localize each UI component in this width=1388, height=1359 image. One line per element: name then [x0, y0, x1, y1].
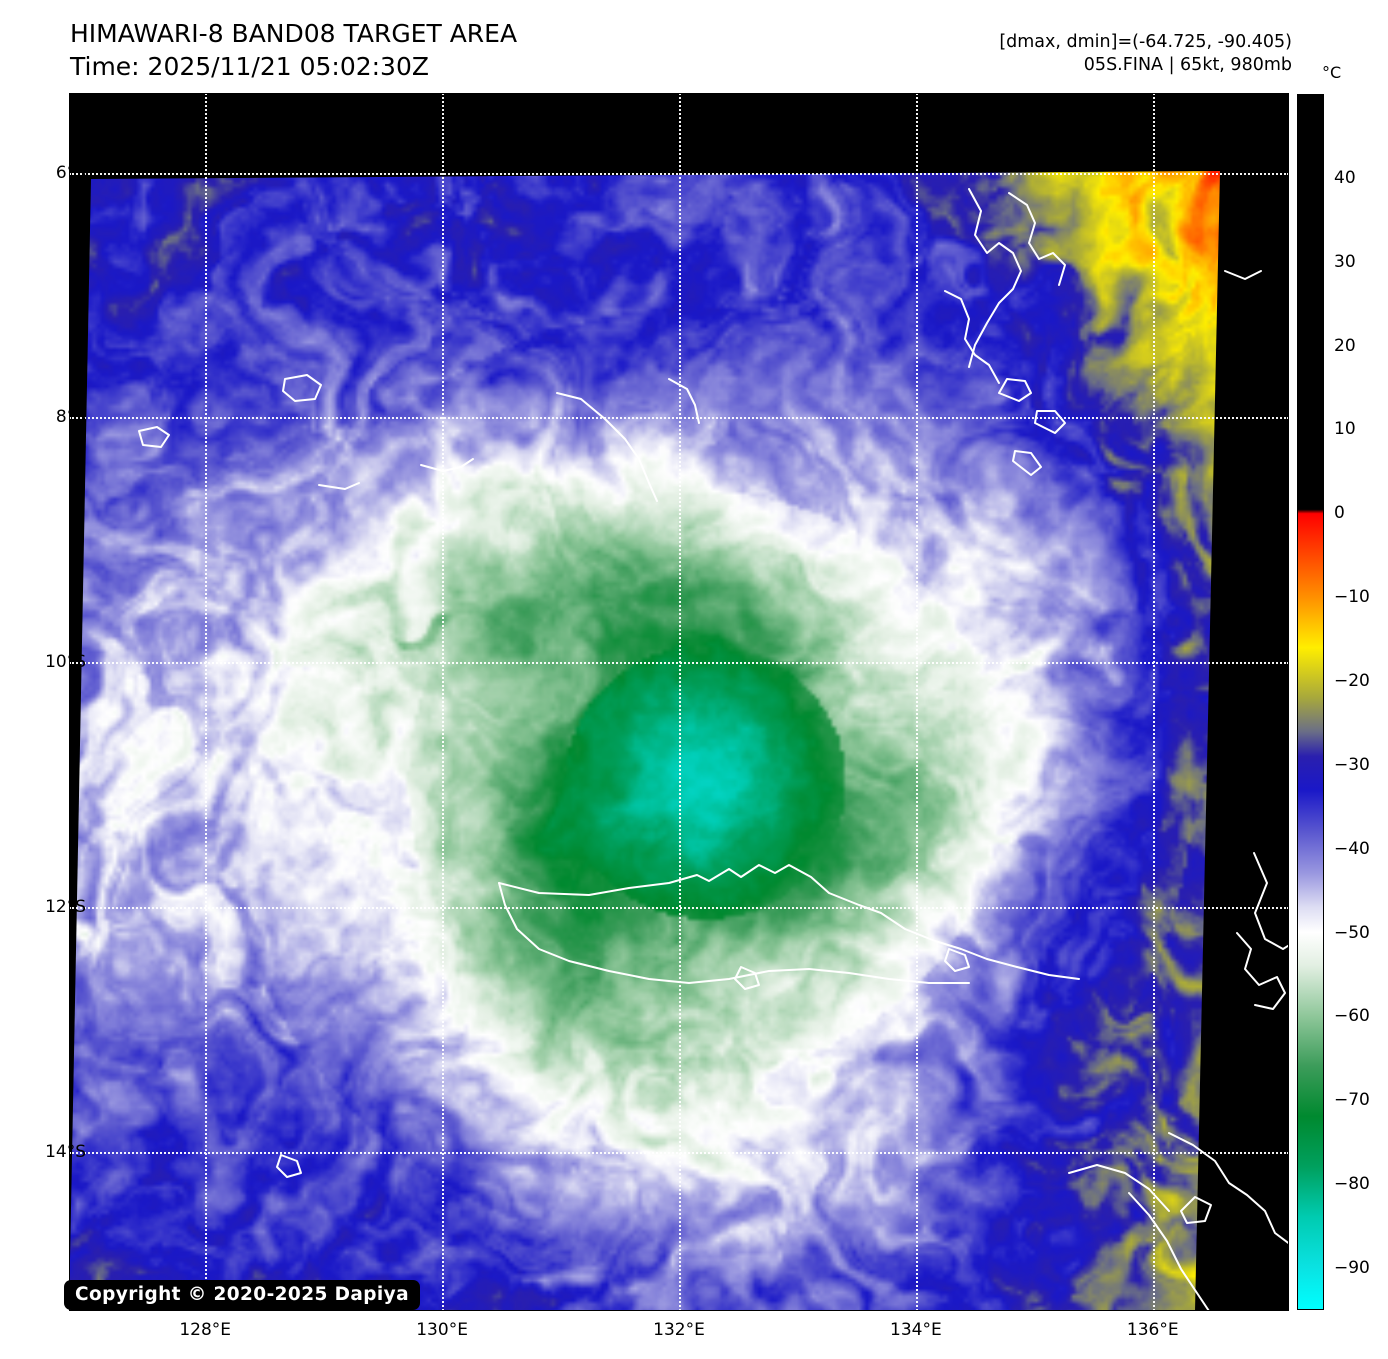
coastline [498, 864, 1080, 980]
y-axis-tick-6: 6°S [55, 162, 86, 183]
coastline [998, 378, 1032, 402]
coastline [498, 882, 970, 984]
colorbar-tick--30: −30 [1334, 754, 1370, 775]
title-block: HIMAWARI-8 BAND08 TARGET AREA Time: 2025… [70, 18, 517, 83]
page-title: HIMAWARI-8 BAND08 TARGET AREA [70, 19, 518, 48]
colorbar-tick--20: −20 [1334, 671, 1370, 692]
y-axis-tick-12: 12°S [45, 897, 86, 918]
coastline [1068, 1164, 1170, 1212]
colorbar-tick-30: 30 [1334, 251, 1356, 272]
y-axis-tick-14: 14°S [45, 1141, 86, 1162]
coastline [1236, 932, 1286, 1010]
colorbar-tick-0: 0 [1334, 503, 1345, 524]
coastline [1168, 1132, 1289, 1245]
colorbar-tick--40: −40 [1334, 838, 1370, 859]
colorbar-tick-10: 10 [1334, 419, 1356, 440]
satellite-image-plot [69, 93, 1289, 1311]
x-axis-tick-136: 136°E [1126, 1320, 1179, 1340]
coastline [734, 966, 760, 990]
coastline [944, 290, 1000, 384]
coastline [138, 426, 170, 448]
coastline [1128, 1192, 1210, 1311]
colorbar-tick--70: −70 [1334, 1090, 1370, 1111]
coastline [668, 378, 700, 424]
coastline [318, 482, 360, 490]
x-axis-tick-130: 130°E [416, 1320, 468, 1340]
storm-info-label: 05S.FINA | 65kt, 980mb [1083, 55, 1292, 76]
coastline [556, 392, 658, 502]
copyright-watermark: Copyright © 2020-2025 Dapiya [64, 1280, 420, 1310]
coastline [1253, 852, 1289, 950]
metadata-block: [dmax, dmin]=(-64.725, -90.405) 05S.FINA… [999, 31, 1292, 77]
coastline [968, 188, 1022, 368]
colorbar-tick--60: −60 [1334, 1006, 1370, 1027]
x-axis-tick-132: 132°E [653, 1320, 705, 1340]
colorbar-gradient [1298, 95, 1323, 1309]
coastline [1012, 450, 1042, 476]
coastline [1008, 192, 1066, 286]
coastline [282, 374, 322, 402]
y-axis-tick-10: 10°S [45, 652, 86, 673]
coastline [1034, 410, 1066, 434]
x-axis-tick-128: 128°E [179, 1320, 232, 1340]
satellite-imagery [69, 93, 1289, 1311]
coastline [276, 1154, 302, 1178]
colorbar-tick-40: 40 [1334, 167, 1356, 188]
y-axis-tick-8: 8°S [55, 407, 86, 428]
coastline [1224, 270, 1262, 280]
colorbar-tick--80: −80 [1334, 1174, 1370, 1195]
colorbar-tick--90: −90 [1334, 1258, 1370, 1279]
colorbar-tick--50: −50 [1334, 922, 1370, 943]
ir-brightness-temperature-raster [69, 171, 1220, 1311]
coastline [1180, 1196, 1212, 1224]
dmax-dmin-label: [dmax, dmin]=(-64.725, -90.405) [999, 32, 1292, 52]
x-axis-tick-134: 134°E [890, 1320, 942, 1340]
coastline [420, 458, 474, 472]
colorbar-tick-20: 20 [1334, 335, 1356, 356]
colorbar-tick--10: −10 [1334, 587, 1370, 608]
colorbar [1297, 94, 1324, 1310]
coastline [944, 948, 970, 972]
time-label: Time: 2025/11/21 05:02:30Z [70, 51, 429, 81]
colorbar-unit-label: °C [1322, 63, 1342, 82]
satellite-swath [69, 171, 1289, 1311]
